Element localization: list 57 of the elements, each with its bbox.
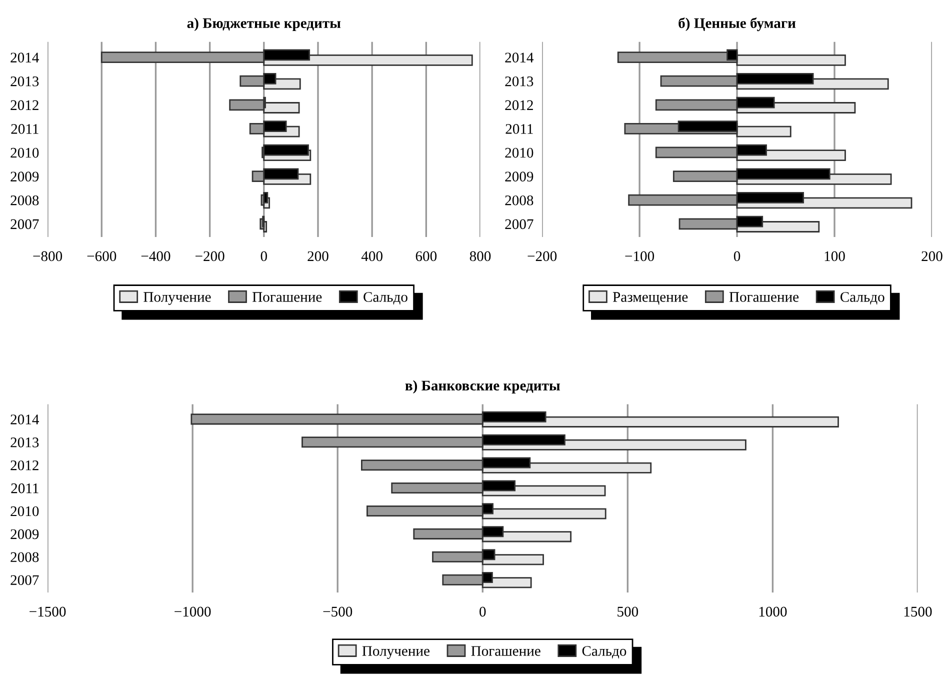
x-tick-label: 0: [260, 251, 267, 262]
x-tick-label: −400: [141, 251, 170, 262]
x-tick-label: 600: [416, 251, 437, 262]
x-tick-label: 100: [824, 251, 845, 262]
y-tick-label: 2008: [505, 195, 534, 206]
y-tick-label: 2014: [10, 414, 39, 424]
y-tick-label: 2008: [10, 552, 39, 562]
legend-label: Сальдо: [582, 646, 626, 659]
x-tick-label: 500: [618, 606, 638, 617]
x-tick-label: −100: [625, 251, 654, 262]
y-tick-label: 2012: [10, 460, 38, 470]
y-tick-label: 2014: [10, 52, 39, 62]
y-tick-label: 2007: [10, 219, 39, 230]
x-tick-label: −600: [87, 251, 116, 262]
y-tick-label: 2009: [505, 172, 534, 182]
y-tick-label: 2011: [11, 483, 38, 494]
x-tick-label: 0: [480, 606, 486, 617]
y-tick-label: 2010: [505, 148, 534, 158]
x-tick-label: −800: [33, 251, 62, 262]
y-tick-label: 2010: [10, 148, 39, 158]
legend-label: Получение: [144, 292, 211, 305]
chart-title: а) Бюджетные кредиты: [187, 18, 341, 32]
x-tick-label: −1500: [30, 606, 66, 617]
legend-label: Погашение: [471, 646, 540, 656]
y-tick-label: 2008: [10, 195, 39, 206]
y-tick-label: 2010: [10, 506, 39, 516]
y-tick-label: 2007: [505, 219, 534, 230]
x-tick-label: −1000: [174, 606, 211, 617]
x-tick-label: −200: [195, 251, 224, 262]
y-tick-label: 2013: [10, 76, 39, 86]
x-tick-label: 400: [361, 251, 382, 262]
chart-title: б) Ценные бумаги: [678, 17, 796, 32]
x-tick-label: −200: [528, 251, 557, 262]
chart-title: в) Банковские кредиты: [405, 380, 560, 394]
x-tick-label: 0: [734, 251, 740, 262]
y-tick-label: 2013: [505, 76, 534, 86]
x-tick-label: 200: [308, 251, 328, 262]
legend-label: Погашение: [729, 292, 799, 302]
y-tick-label: 2014: [505, 52, 534, 62]
legend-label: Размещение: [612, 292, 688, 305]
y-tick-label: 2009: [10, 172, 39, 182]
x-tick-label: −500: [323, 606, 352, 617]
y-tick-label: 2011: [506, 124, 533, 134]
x-tick-label: 200: [922, 251, 942, 262]
y-tick-label: 2012: [10, 100, 38, 110]
y-tick-label: 2007: [10, 575, 39, 586]
x-tick-label: 1500: [904, 606, 932, 617]
y-tick-label: 2011: [11, 124, 38, 134]
y-tick-label: 2013: [10, 437, 39, 448]
legend-label: Погашение: [252, 292, 322, 302]
y-tick-label: 2012: [505, 100, 533, 110]
legend-label: Сальдо: [840, 292, 884, 305]
legend-label: Получение: [362, 646, 430, 659]
legend-label: Сальдо: [364, 292, 408, 305]
x-tick-label: 800: [470, 251, 491, 262]
y-tick-label: 2009: [10, 529, 39, 540]
x-tick-label: 1000: [759, 606, 787, 617]
